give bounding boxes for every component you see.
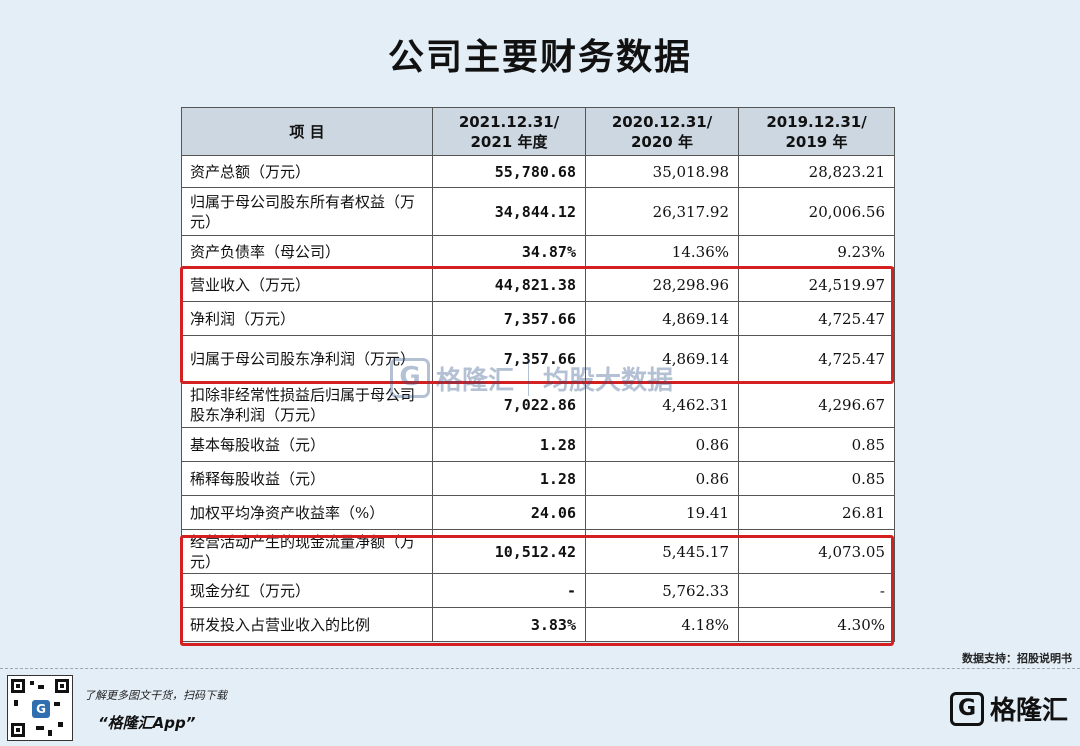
value-2020: 28,298.96: [585, 267, 739, 302]
value-2020: 14.36%: [585, 235, 739, 268]
row-label: 营业收入（万元）: [181, 267, 433, 302]
value-2019: 4,725.47: [738, 335, 895, 382]
value-2021: 24.06: [432, 495, 586, 530]
table-row: 基本每股收益（元） 1.28 0.86 0.85: [181, 427, 895, 462]
value-2021: 44,821.38: [432, 267, 586, 302]
header-item: 项 目: [181, 107, 433, 156]
value-2020: 4,869.14: [585, 301, 739, 336]
header-2020: 2020.12.31/2020 年: [585, 107, 739, 156]
table-row: 现金分红（万元） -5,762.33-: [181, 573, 895, 608]
value-2019: 4,725.47: [738, 301, 895, 336]
brand-name: 格隆汇: [989, 696, 1068, 726]
value-2021: 7,357.66: [432, 301, 586, 336]
value-2020: 4,869.14: [585, 335, 739, 382]
row-label: 现金分红（万元）: [181, 573, 433, 608]
row-label: 资产总额（万元）: [181, 155, 433, 188]
row-label: 研发投入占营业收入的比例: [181, 607, 433, 642]
promo-text: 了解更多图文干货，扫码下载: [84, 689, 227, 702]
value-2021: 10,512.42: [432, 529, 586, 574]
value-2021: 7,022.86: [432, 381, 586, 428]
table-row: 资产负债率（母公司） 34.87% 14.36% 9.23%: [181, 235, 895, 268]
value-2020: 4.18%: [585, 607, 739, 642]
value-2019: 0.85: [738, 427, 895, 462]
row-label: 资产负债率（母公司）: [181, 235, 433, 268]
value-2019: 4,296.67: [738, 381, 895, 428]
table-row: 归属于母公司股东所有者权益（万元） 34,844.12 26,317.92 20,00…: [181, 187, 895, 236]
table-row: 研发投入占营业收入的比例 3.83% 4.18% 4.30%: [181, 607, 895, 642]
value-2020: 26,317.92: [585, 187, 739, 236]
value-2021: -: [432, 573, 586, 608]
value-2020: 35,018.98: [585, 155, 739, 188]
table-row: 扣除非经常性损益后归属于母公司股东净利润（万元） 7,022.86 4,462.31…: [181, 381, 895, 428]
row-label: 净利润（万元）: [181, 301, 433, 336]
value-2020: 0.86: [585, 461, 739, 496]
qr-logo-icon: G: [32, 700, 50, 718]
table-row: 稀释每股收益（元） 1.28 0.86 0.85: [181, 461, 895, 496]
value-2021: 34.87%: [432, 235, 586, 268]
value-2021: 1.28: [432, 427, 586, 462]
table-row: 经营活动产生的现金流量净额（万元） 10,512.42 5,445.17 4,073.…: [181, 529, 895, 574]
table-row: 加权平均净资产收益率（%） 24.06 19.41 26.81: [181, 495, 895, 530]
row-label: 扣除非经常性损益后归属于母公司股东净利润（万元）: [181, 381, 433, 428]
value-2019: 26.81: [738, 495, 895, 530]
row-label: 基本每股收益（元）: [181, 427, 433, 462]
value-2020: 5,762.33: [585, 573, 739, 608]
value-2020: 19.41: [585, 495, 739, 530]
row-label: 稀释每股收益（元）: [181, 461, 433, 496]
value-2021: 7,357.66: [432, 335, 586, 382]
row-label: 加权平均净资产收益率（%）: [181, 495, 433, 530]
row-label: 归属于母公司股东净利润（万元）: [181, 335, 433, 382]
value-2021: 1.28: [432, 461, 586, 496]
financial-table: 项 目 2021.12.31/2021 年度 2020.12.31/2020 年…: [181, 107, 895, 642]
value-2019: 9.23%: [738, 235, 895, 268]
value-2019: 28,823.21: [738, 155, 895, 188]
brand-logo-icon: G: [949, 691, 984, 726]
table-row: 资产总额（万元） 55,780.68 35,018.98 28,823.21: [181, 155, 895, 188]
value-2019: 0.85: [738, 461, 895, 496]
value-2019: 20,006.56: [738, 187, 895, 236]
value-2021: 3.83%: [432, 607, 586, 642]
brand-logo: G 格隆汇: [949, 690, 1068, 727]
table-row: 归属于母公司股东净利润（万元） 7,357.66 4,869.14 4,725.47: [181, 335, 895, 382]
value-2021: 34,844.12: [432, 187, 586, 236]
value-2019: 4.30%: [738, 607, 895, 642]
value-2019: 4,073.05: [738, 529, 895, 574]
page-title: 公司主要财务数据: [387, 37, 692, 78]
table-row: 净利润（万元） 7,357.66 4,869.14 4,725.47: [181, 301, 895, 336]
header-2021: 2021.12.31/2021 年度: [432, 107, 586, 156]
header-2019: 2019.12.31/2019 年: [738, 107, 895, 156]
value-2021: 55,780.68: [432, 155, 586, 188]
value-2020: 4,462.31: [585, 381, 739, 428]
value-2019: -: [738, 573, 895, 608]
row-label: 经营活动产生的现金流量净额（万元）: [181, 529, 433, 574]
qr-code-icon[interactable]: G: [7, 675, 73, 741]
table-header-row: 项 目 2021.12.31/2021 年度 2020.12.31/2020 年…: [181, 107, 895, 156]
value-2019: 24,519.97: [738, 267, 895, 302]
app-name: “格隆汇App”: [98, 714, 196, 732]
financial-table-container: 项 目 2021.12.31/2021 年度 2020.12.31/2020 年…: [181, 107, 895, 642]
value-2020: 0.86: [585, 427, 739, 462]
table-row: 营业收入（万元） 44,821.38 28,298.96 24,519.97: [181, 267, 895, 302]
row-label: 归属于母公司股东所有者权益（万元）: [181, 187, 433, 236]
footer-divider: [0, 668, 1080, 669]
value-2020: 5,445.17: [585, 529, 739, 574]
data-source: 数据支持：招股说明书: [962, 652, 1072, 665]
